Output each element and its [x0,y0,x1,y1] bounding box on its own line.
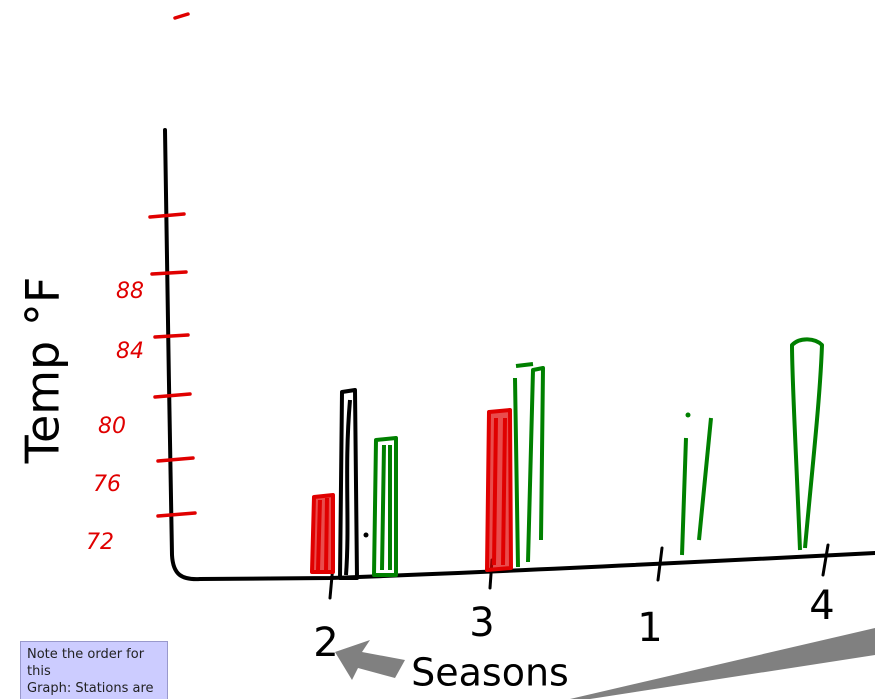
x-label: 3 [469,600,494,646]
y-label: 76 [93,472,121,497]
x-ticks [330,545,828,598]
drawing: Temp °F 72 76 80 84 88 2 3 1 4 Seasons [0,0,875,699]
bars [312,339,822,578]
x-axis-title: Seasons [411,651,569,695]
y-label: 88 [116,279,144,304]
axes [165,130,875,579]
y-label: 80 [98,414,126,439]
page: Temp °F 72 76 80 84 88 2 3 1 4 Seasons N… [0,0,875,699]
y-ticks [150,14,195,516]
y-label: 84 [116,339,144,364]
y-label: 72 [86,530,114,555]
note-line: Graph: Stations are [27,680,161,697]
note-box: Note the order for this Graph: Stations … [20,641,168,699]
y-axis-title: Temp °F [16,277,70,465]
x-label: 1 [637,605,662,651]
x-label: 2 [313,620,338,666]
x-label: 4 [809,583,834,629]
note-line: Note the order for this [27,646,161,680]
